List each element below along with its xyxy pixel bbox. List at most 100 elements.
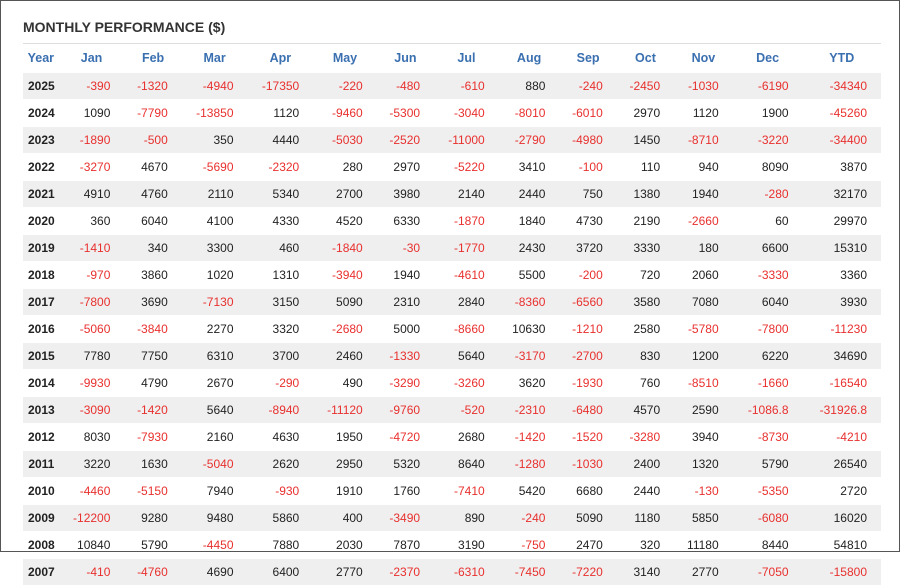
value-cell: -5220 [434, 154, 499, 181]
column-header: Jun [377, 44, 434, 73]
value-cell: -7930 [124, 424, 181, 451]
value-cell: 2400 [617, 451, 674, 478]
value-cell: -6190 [733, 73, 803, 100]
year-cell: 2015 [23, 343, 59, 370]
value-cell: 3220 [59, 451, 125, 478]
value-cell: -3260 [434, 370, 499, 397]
value-cell: -3490 [377, 505, 434, 532]
value-cell: 750 [559, 181, 616, 208]
value-cell: 4910 [59, 181, 125, 208]
value-cell: 3300 [182, 235, 248, 262]
value-cell: 3870 [803, 154, 881, 181]
value-cell: 2030 [313, 532, 377, 559]
value-cell: 340 [124, 235, 181, 262]
value-cell: 3690 [124, 289, 181, 316]
value-cell: -3270 [59, 154, 125, 181]
value-cell: 5790 [733, 451, 803, 478]
value-cell: 1840 [499, 208, 560, 235]
value-cell: 7880 [248, 532, 314, 559]
value-cell: 3700 [248, 343, 314, 370]
value-cell: 7940 [182, 478, 248, 505]
value-cell: -2370 [377, 559, 434, 585]
value-cell: -15800 [803, 559, 881, 585]
value-cell: 3190 [434, 532, 499, 559]
value-cell: 3860 [124, 262, 181, 289]
value-cell: 3360 [803, 262, 881, 289]
value-cell: -4760 [124, 559, 181, 585]
value-cell: 110 [617, 154, 674, 181]
value-cell: 3580 [617, 289, 674, 316]
value-cell: 1020 [182, 262, 248, 289]
value-cell: 5420 [499, 478, 560, 505]
year-cell: 2019 [23, 235, 59, 262]
year-cell: 2013 [23, 397, 59, 424]
value-cell: 880 [499, 73, 560, 100]
value-cell: 1940 [377, 262, 434, 289]
value-cell: 1310 [248, 262, 314, 289]
column-header: Dec [733, 44, 803, 73]
year-cell: 2016 [23, 316, 59, 343]
value-cell: -4210 [803, 424, 881, 451]
value-cell: -7800 [59, 289, 125, 316]
value-cell: -1320 [124, 73, 181, 100]
value-cell: 4760 [124, 181, 181, 208]
value-cell: -2320 [248, 154, 314, 181]
value-cell: -1330 [377, 343, 434, 370]
value-cell: -8010 [499, 100, 560, 127]
value-cell: -3090 [59, 397, 125, 424]
value-cell: -1660 [733, 370, 803, 397]
value-cell: -31926.8 [803, 397, 881, 424]
title: MONTHLY PERFORMANCE ($) [23, 19, 225, 35]
value-cell: 1630 [124, 451, 181, 478]
value-cell: -3290 [377, 370, 434, 397]
value-cell: 54810 [803, 532, 881, 559]
value-cell: -1420 [499, 424, 560, 451]
value-cell: -5690 [182, 154, 248, 181]
value-cell: 10630 [499, 316, 560, 343]
value-cell: -1770 [434, 235, 499, 262]
value-cell: 2770 [674, 559, 732, 585]
value-cell: 2060 [674, 262, 732, 289]
value-cell: -5300 [377, 100, 434, 127]
value-cell: -2660 [674, 208, 732, 235]
value-cell: 490 [313, 370, 377, 397]
value-cell: -1410 [59, 235, 125, 262]
value-cell: 2950 [313, 451, 377, 478]
value-cell: 760 [617, 370, 674, 397]
column-header: Sep [559, 44, 616, 73]
year-cell: 2024 [23, 100, 59, 127]
value-cell: 3720 [559, 235, 616, 262]
value-cell: -480 [377, 73, 434, 100]
value-cell: -5350 [733, 478, 803, 505]
value-cell: -970 [59, 262, 125, 289]
value-cell: 1380 [617, 181, 674, 208]
year-cell: 2008 [23, 532, 59, 559]
year-cell: 2018 [23, 262, 59, 289]
value-cell: 280 [313, 154, 377, 181]
value-cell: 720 [617, 262, 674, 289]
year-cell: 2009 [23, 505, 59, 532]
value-cell: -7410 [434, 478, 499, 505]
value-cell: 6680 [559, 478, 616, 505]
column-header: Jul [434, 44, 499, 73]
value-cell: 830 [617, 343, 674, 370]
value-cell: 1090 [59, 100, 125, 127]
year-cell: 2011 [23, 451, 59, 478]
value-cell: 460 [248, 235, 314, 262]
value-cell: -1520 [559, 424, 616, 451]
value-cell: 4520 [313, 208, 377, 235]
value-cell: 180 [674, 235, 732, 262]
value-cell: 400 [313, 505, 377, 532]
column-header: Aug [499, 44, 560, 73]
value-cell: 8030 [59, 424, 125, 451]
value-cell: 940 [674, 154, 732, 181]
value-cell: 2720 [803, 478, 881, 505]
